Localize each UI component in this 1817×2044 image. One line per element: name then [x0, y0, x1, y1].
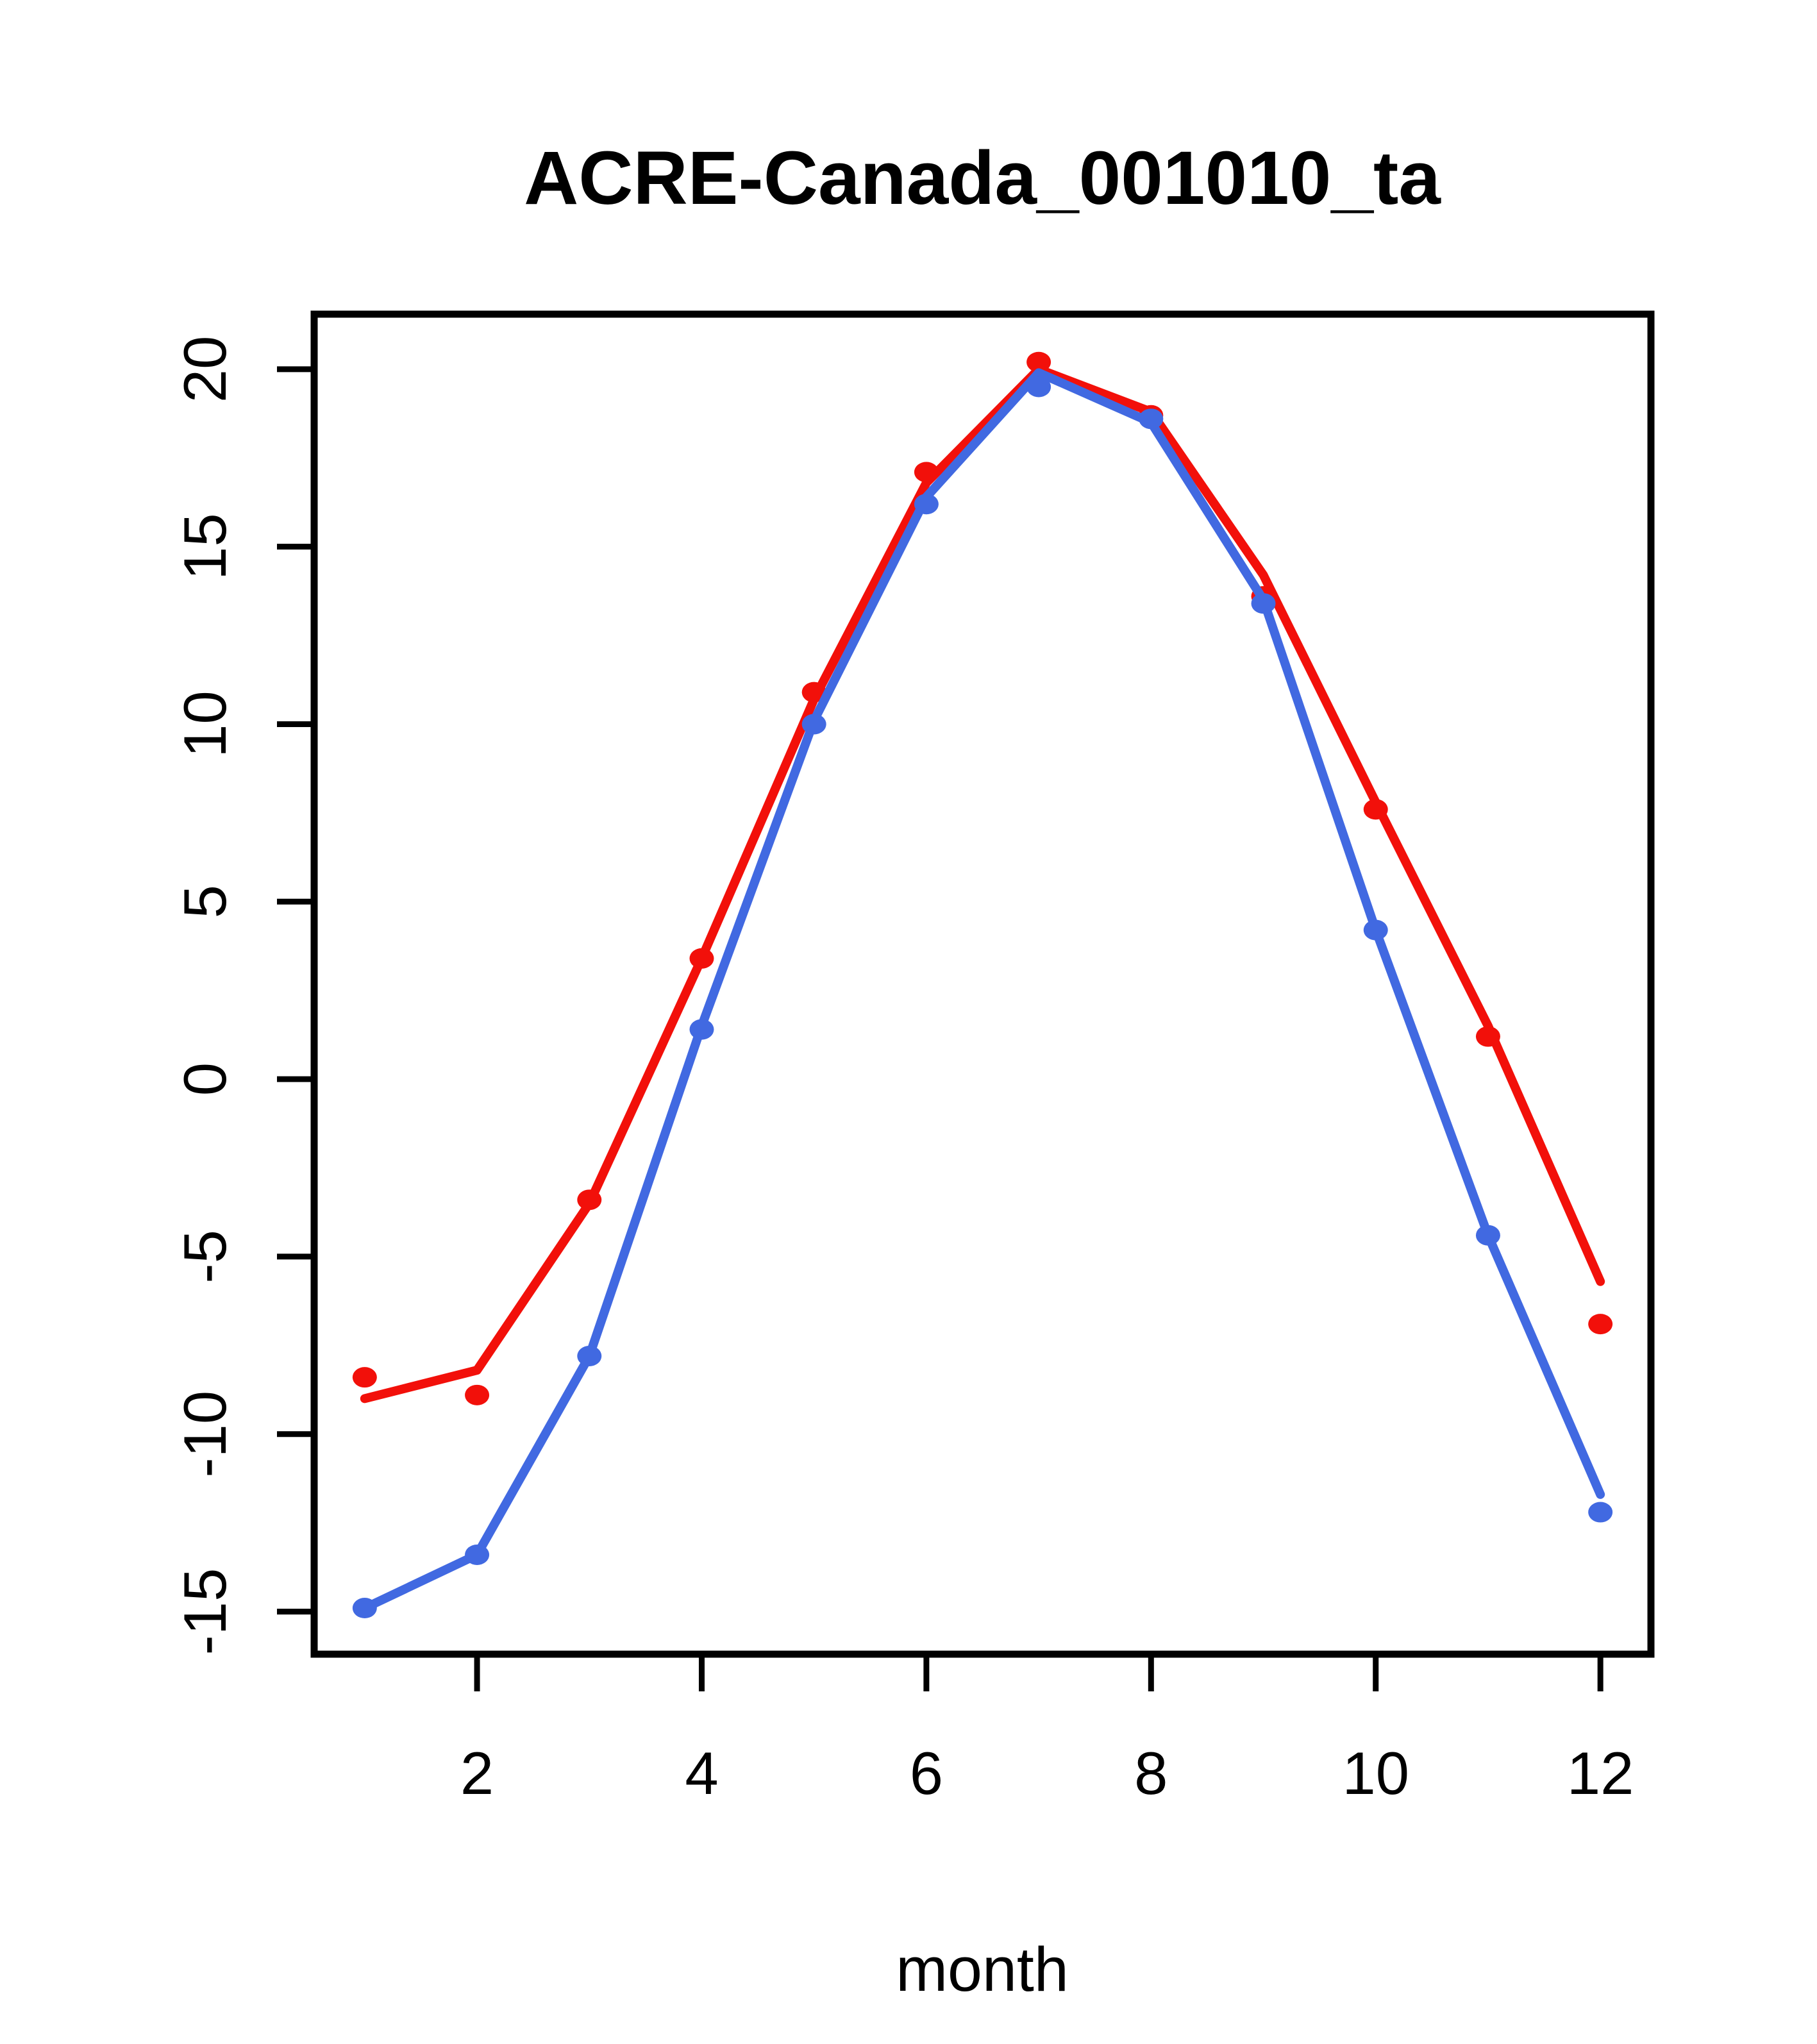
x-tick-label: 12 [1567, 1739, 1634, 1807]
red-series-point [689, 948, 714, 969]
blue-series-point [1588, 1502, 1613, 1523]
blue-series-point [1139, 408, 1164, 430]
x-tick-label: 8 [1134, 1739, 1168, 1807]
red-series-point [1588, 1314, 1613, 1335]
blue-series-point [465, 1544, 490, 1565]
red-series-point [352, 1367, 377, 1388]
blue-series-point [1026, 376, 1051, 398]
y-tick-label: -5 [171, 1230, 239, 1284]
blue-series-line [360, 368, 1605, 1613]
red-series-point [577, 1189, 602, 1210]
y-tick-label: 15 [171, 513, 239, 580]
red-series-point [1363, 799, 1388, 820]
y-tick-label: 5 [171, 885, 239, 918]
blue-series-point [801, 714, 826, 735]
series-layer [352, 351, 1613, 1619]
x-axis-label: month [896, 1934, 1069, 2004]
x-axis: 2 4 6 8 10 12 [460, 1654, 1634, 1807]
blue-series-point [1363, 919, 1388, 941]
red-series-point [914, 462, 939, 483]
plot-box [310, 310, 1655, 1658]
y-tick-label: 0 [171, 1062, 239, 1096]
x-tick-label: 10 [1342, 1739, 1409, 1807]
blue-series-point [689, 1019, 714, 1040]
blue-series-point [577, 1345, 602, 1366]
red-series-point [465, 1384, 490, 1405]
y-tick-label: -15 [171, 1568, 239, 1655]
y-tick-label: 20 [171, 336, 239, 403]
red-series-point [1026, 351, 1051, 373]
blue-series-point [914, 494, 939, 515]
x-tick-label: 2 [460, 1739, 494, 1807]
red-series-line [360, 364, 1605, 1403]
x-tick-label: 4 [685, 1739, 718, 1807]
chart-title: ACRE-Canada_001010_ta [524, 136, 1441, 221]
y-axis: -15 -10 -5 0 5 10 15 20 [171, 336, 314, 1655]
x-tick-label: 6 [910, 1739, 943, 1807]
blue-series-point [1251, 593, 1276, 614]
blue-series-point [1475, 1225, 1500, 1246]
blue-series-point [352, 1598, 377, 1619]
red-series-point [1475, 1026, 1500, 1047]
y-tick-label: -10 [171, 1391, 239, 1478]
y-tick-label: 10 [171, 691, 239, 758]
red-series-point [801, 682, 826, 703]
